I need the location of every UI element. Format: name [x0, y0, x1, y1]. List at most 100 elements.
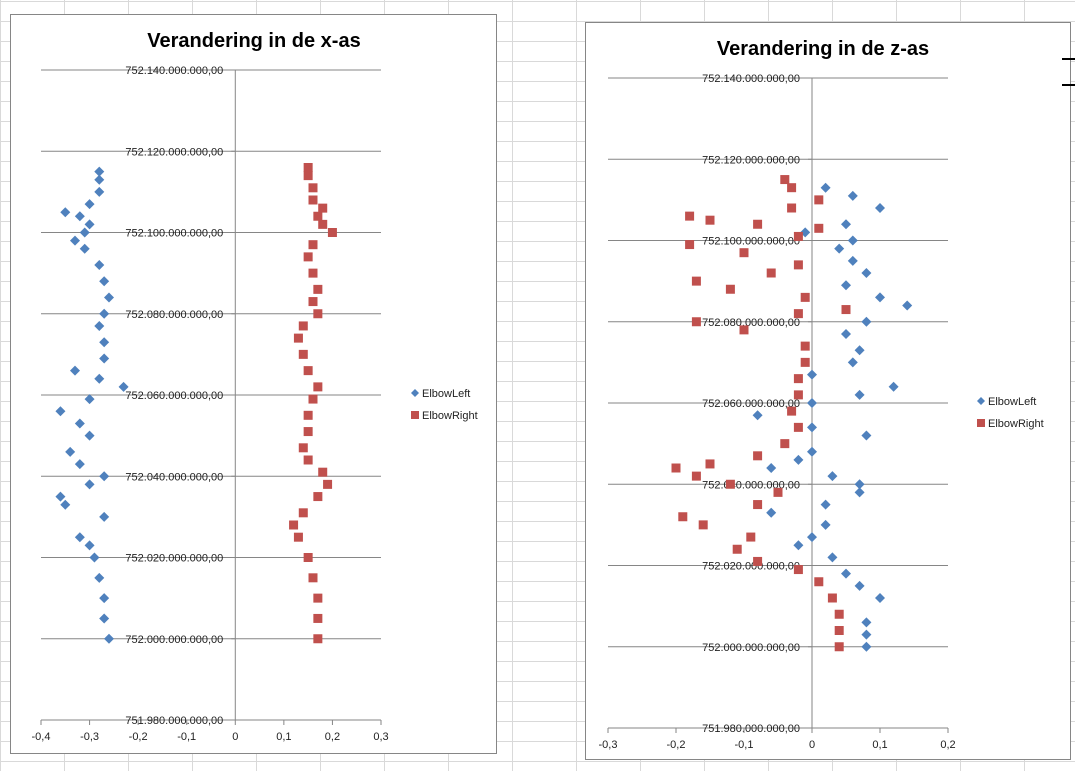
x-tick-label: 0: [232, 731, 238, 743]
data-point-ElbowRight: [293, 333, 303, 343]
data-point-ElbowRight: [318, 467, 328, 477]
data-point-ElbowLeft: [99, 276, 110, 287]
data-point-ElbowRight: [793, 565, 803, 575]
data-point-ElbowLeft: [854, 487, 865, 498]
data-point-ElbowRight: [289, 520, 299, 530]
legend-marker-diamond: [411, 389, 419, 397]
data-point-ElbowRight: [313, 284, 323, 294]
data-point-ElbowLeft: [84, 394, 95, 405]
data-point-ElbowLeft: [60, 207, 71, 218]
data-point-ElbowRight: [698, 520, 708, 530]
x-tick-label: -0,1: [735, 739, 754, 751]
y-tick-label: 752.120.000.000,00: [125, 146, 223, 158]
x-tick-label: -0,2: [129, 731, 148, 743]
data-point-ElbowRight: [780, 175, 790, 185]
data-point-ElbowLeft: [847, 190, 858, 201]
data-point-ElbowRight: [739, 248, 749, 258]
x-tick-label: 0,3: [373, 731, 388, 743]
data-point-ElbowRight: [814, 577, 824, 587]
data-point-ElbowRight: [793, 260, 803, 270]
data-point-ElbowLeft: [861, 268, 872, 278]
x-tick-label: -0,4: [32, 731, 51, 743]
data-point-ElbowRight: [766, 268, 776, 278]
data-point-ElbowRight: [303, 171, 313, 181]
series-ElbowLeft: [55, 166, 129, 644]
data-point-ElbowLeft: [807, 532, 817, 543]
data-point-ElbowRight: [685, 211, 695, 221]
chart-title: Verandering in de z-as: [717, 38, 929, 60]
legend: ElbowLeft ElbowRight: [977, 396, 1044, 430]
x-tick-label: 0,2: [325, 731, 340, 743]
data-point-ElbowRight: [773, 487, 783, 497]
data-point-ElbowRight: [834, 626, 844, 635]
data-point-ElbowLeft: [79, 243, 90, 254]
data-point-ElbowRight: [793, 390, 803, 400]
data-point-ElbowLeft: [94, 373, 105, 384]
data-point-ElbowRight: [313, 613, 323, 623]
data-point-ElbowLeft: [841, 328, 851, 339]
data-point-ElbowRight: [793, 231, 803, 241]
data-point-ElbowLeft: [84, 219, 95, 230]
data-point-ElbowRight: [787, 203, 797, 213]
data-point-ElbowLeft: [74, 459, 85, 470]
y-tick-label: 752.060.000.000,00: [125, 390, 223, 402]
x-tick-label: -0,3: [599, 739, 618, 751]
data-point-ElbowRight: [308, 240, 318, 250]
legend-marker-diamond: [977, 397, 985, 405]
data-point-ElbowRight: [834, 642, 844, 652]
data-point-ElbowRight: [800, 292, 810, 302]
data-point-ElbowRight: [793, 422, 803, 432]
data-point-ElbowLeft: [854, 479, 865, 490]
data-point-ElbowRight: [298, 508, 308, 518]
data-point-ElbowRight: [705, 459, 715, 469]
y-tick-label: 752.000.000.000,00: [702, 642, 800, 654]
data-point-ElbowRight: [313, 492, 323, 502]
data-point-ElbowLeft: [94, 320, 105, 331]
x-tick-label: 0,2: [940, 739, 955, 751]
data-point-ElbowRight: [298, 321, 308, 331]
data-point-ElbowLeft: [84, 479, 95, 490]
data-point-ElbowLeft: [807, 446, 817, 457]
data-point-ElbowLeft: [84, 540, 95, 551]
data-point-ElbowLeft: [820, 499, 831, 510]
data-point-ElbowLeft: [94, 174, 105, 185]
y-tick-label: 752.080.000.000,00: [125, 309, 223, 321]
legend-label: ElbowLeft: [988, 396, 1036, 408]
data-point-ElbowRight: [725, 479, 735, 489]
y-tick-label: 752.140.000.000,00: [125, 65, 223, 77]
data-point-ElbowRight: [313, 382, 323, 392]
legend-marker-square: [977, 419, 985, 427]
chart-z-axis-svg: Verandering in de z-as 752.140.000.000,00…: [599, 38, 1044, 751]
data-point-ElbowLeft: [847, 255, 858, 266]
data-point-ElbowLeft: [94, 572, 105, 583]
data-point-ElbowRight: [303, 410, 313, 420]
y-tick-label: 752.080.000.000,00: [702, 317, 800, 329]
data-point-ElbowRight: [814, 195, 824, 205]
data-point-ElbowLeft: [841, 568, 851, 579]
data-point-ElbowLeft: [827, 471, 838, 482]
data-point-ElbowLeft: [89, 552, 100, 563]
data-point-ElbowLeft: [94, 260, 105, 270]
data-point-ElbowLeft: [847, 357, 858, 368]
data-point-ElbowLeft: [65, 446, 76, 457]
data-point-ElbowRight: [705, 215, 715, 225]
data-point-ElbowLeft: [84, 199, 95, 210]
data-point-ElbowRight: [308, 183, 318, 193]
y-tick-label: 752.020.000.000,00: [125, 553, 223, 565]
data-point-ElbowRight: [691, 471, 701, 481]
data-point-ElbowRight: [685, 240, 695, 250]
data-point-ElbowRight: [318, 203, 328, 213]
data-point-ElbowRight: [303, 252, 313, 262]
data-point-ElbowRight: [327, 228, 337, 237]
data-point-ElbowLeft: [766, 507, 777, 518]
data-point-ElbowLeft: [861, 316, 872, 327]
data-point-ElbowLeft: [861, 629, 872, 640]
data-point-ElbowLeft: [99, 337, 110, 348]
data-point-ElbowRight: [834, 609, 844, 619]
legend-marker-square: [411, 411, 419, 419]
y-tick-label: 752.100.000.000,00: [125, 228, 223, 240]
data-point-ElbowRight: [313, 211, 323, 221]
y-tick-label: 751.980.000.000,00: [702, 723, 800, 735]
data-point-ElbowLeft: [807, 398, 817, 408]
data-point-ElbowRight: [318, 219, 328, 229]
